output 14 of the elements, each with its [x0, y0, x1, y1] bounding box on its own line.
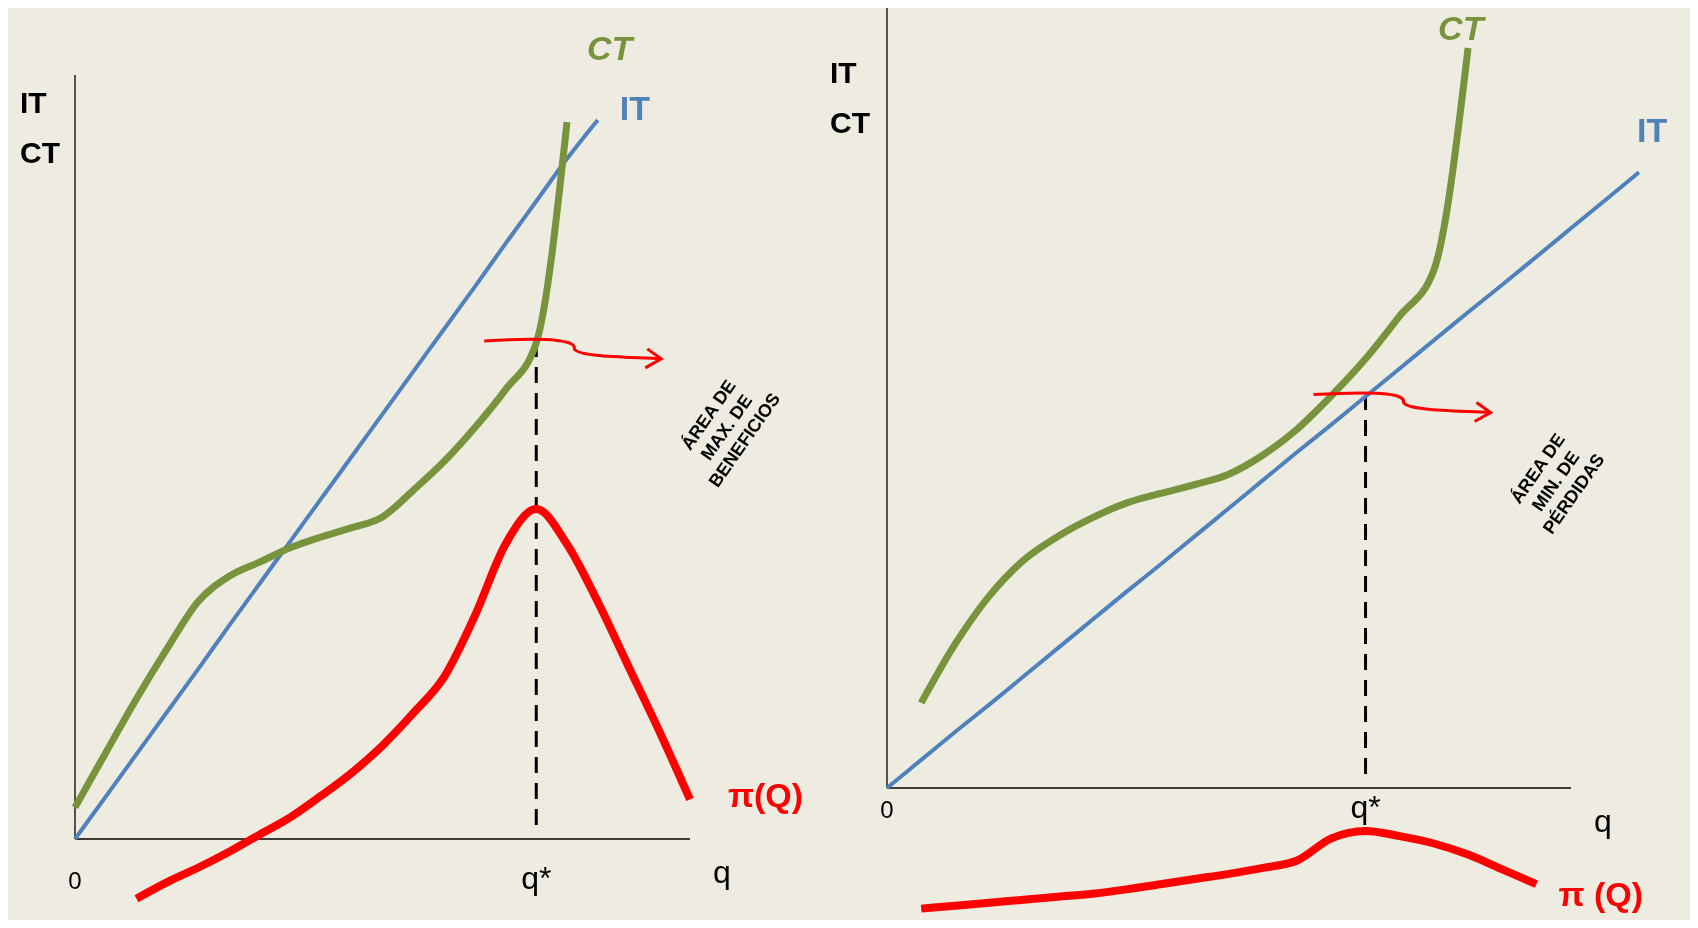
x-tick-label: q* [1350, 789, 1381, 825]
y-axis-title: IT CT [830, 56, 870, 139]
series-label: IT [619, 89, 651, 127]
x-tick-label: 0 [880, 796, 894, 823]
x-tick-label: 0 [68, 867, 82, 894]
series-label: IT [1637, 111, 1668, 150]
x-axis-title: q [1594, 803, 1612, 839]
series-label: π (Q) [1558, 875, 1644, 914]
series-label: CT [1438, 9, 1487, 47]
x-axis-title: q [713, 854, 731, 890]
series-label: CT [587, 29, 636, 68]
x-tick-label: q* [521, 860, 552, 896]
y-axis-title: IT CT [20, 86, 60, 169]
series-label: π(Q) [728, 776, 804, 815]
